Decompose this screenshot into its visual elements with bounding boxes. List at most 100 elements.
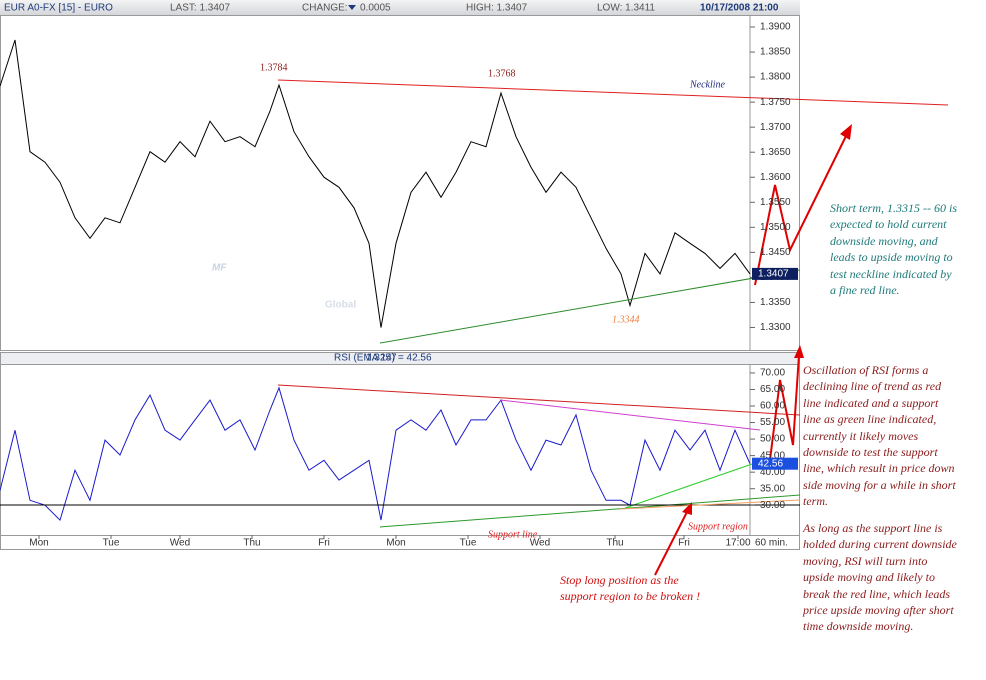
y-tick-label: 1.3350 [760, 297, 791, 308]
note-line: line as green line indicated, [803, 412, 937, 427]
rsi-trend-line [277, 384, 801, 416]
note-line: expected to hold current [830, 217, 947, 232]
y-tick-label: 1.3500 [760, 222, 791, 233]
stop-arrow [654, 509, 689, 576]
note-line: time downside moving. [803, 619, 914, 634]
note-line: term. [803, 494, 828, 509]
y-tick-label: 45.00 [760, 450, 785, 461]
x-tick-label: 17:00 [725, 538, 750, 549]
header-change-label: CHANGE: [302, 3, 348, 14]
down-arrow-icon [348, 5, 356, 10]
support-line [379, 269, 801, 344]
note-line: break the red line, which leads [803, 586, 951, 601]
note: Short term, 1.3315 -- 60 is expected to h… [830, 200, 957, 298]
rsi-title: RSI (EMA 14) = 42.56 [334, 353, 432, 364]
rsi-trend-line-2 [499, 399, 761, 431]
note-line: price upside moving after short [803, 603, 954, 618]
note-line: upside moving and likely to [803, 570, 935, 585]
y-tick-label: 30.00 [760, 500, 785, 511]
note-line: downside to test the support [803, 445, 938, 460]
note-line: declining line of trend as red [803, 379, 942, 394]
x-tick-label: Tue [103, 538, 120, 549]
header-low: LOW: 1.3411 [597, 3, 655, 14]
rsi-support-line-2 [624, 462, 756, 509]
y-tick-label: 1.3700 [760, 122, 791, 133]
y-tick-label: 55.00 [760, 417, 785, 428]
note-line: Oscillation of RSI forms a [803, 363, 929, 377]
note: Stop long position as the support region … [560, 572, 700, 605]
y-tick-label: 1.3300 [760, 322, 791, 333]
rsi-panel [0, 364, 800, 550]
x-tick-label: Thu [606, 538, 623, 549]
y-tick-label: 1.3450 [760, 247, 791, 258]
rsi-forecast-arrow [769, 354, 800, 461]
y-tick-label: 1.3850 [760, 47, 791, 58]
y-tick-label: 60.00 [760, 401, 785, 412]
watermark: MF [212, 263, 227, 274]
x-tick-label: Thu [243, 538, 260, 549]
annotation: Support region [688, 521, 748, 532]
last-value-label: 1.3407 [758, 269, 789, 280]
note: As long as the support line is holded dur… [803, 520, 957, 635]
forecast-arrow [754, 131, 849, 286]
header-symbol: EUR A0-FX [15] - EURO [4, 3, 113, 14]
y-tick-label: 1.3800 [760, 72, 791, 83]
annotation: Support line [488, 529, 538, 540]
note-line: support region to be broken ! [560, 589, 701, 604]
note-line: downside moving, and [830, 233, 938, 248]
annotation: 1.3768 [488, 68, 516, 79]
note-line: moving, RSI will turn into [803, 553, 928, 568]
header-last: LAST: 1.3407 [170, 3, 230, 14]
y-tick-label: 50.00 [760, 434, 785, 445]
x-tick-label: Mon [386, 538, 405, 549]
last-value-box [752, 267, 798, 280]
neckline [277, 79, 949, 106]
arrow-head [682, 502, 692, 515]
last-value-label: 42.56 [758, 458, 783, 469]
header-datetime: 10/17/2008 21:00 [700, 3, 779, 14]
header-bar [0, 0, 800, 15]
header-change: 0.0005 [360, 3, 391, 14]
support-region-line [619, 499, 801, 510]
y-tick-label: 1.3650 [760, 147, 791, 158]
rsi-line [0, 386, 751, 522]
note-line: Short term, 1.3315 -- 60 is [830, 201, 957, 215]
note-line: As long as the support line is [803, 521, 943, 535]
annotation: 1.3784 [260, 62, 288, 73]
y-tick-label: 1.3550 [760, 197, 791, 208]
x-tick-label: Fri [678, 538, 690, 549]
price-panel [0, 15, 800, 351]
arrow-head [840, 124, 852, 140]
arrow-head [794, 345, 804, 358]
note-line: side moving for a while in short [803, 477, 956, 492]
note-line: line indicated and a support [803, 395, 939, 410]
y-tick-label: 1.3750 [760, 97, 791, 108]
note-line: line, which result in price down [803, 461, 955, 476]
note-line: leads to upside moving to [830, 250, 953, 265]
x-tick-label: Mon [29, 538, 48, 549]
annotation: 1.3344 [612, 314, 640, 325]
note-line: holded during current downside [803, 537, 957, 552]
note-line: a fine red line. [830, 283, 900, 298]
last-value-box [752, 457, 798, 470]
x-tick-label: Wed [170, 538, 190, 549]
header-high: HIGH: 1.3407 [466, 3, 528, 14]
rsi-support-line [379, 494, 801, 528]
annotation: Neckline [689, 79, 726, 90]
note-line: test neckline indicated by [830, 266, 952, 281]
price-line [0, 39, 751, 328]
x-tick-label: Fri [318, 538, 330, 549]
x-tick-label: Wed [530, 538, 550, 549]
y-tick-label: 1.3600 [760, 172, 791, 183]
y-tick-label: 35.00 [760, 483, 785, 494]
y-tick-label: 70.00 [760, 368, 785, 379]
note-line: currently it likely moves [803, 428, 919, 443]
note-line: Stop long position as the [560, 573, 679, 587]
y-tick-label: 65.00 [760, 384, 785, 395]
x-tick-label: Tue [460, 538, 477, 549]
note: Oscillation of RSI forms a declining line… [803, 362, 956, 510]
y-tick-label: 1.3900 [760, 22, 791, 33]
x-axis-label: 60 min. [755, 538, 788, 549]
